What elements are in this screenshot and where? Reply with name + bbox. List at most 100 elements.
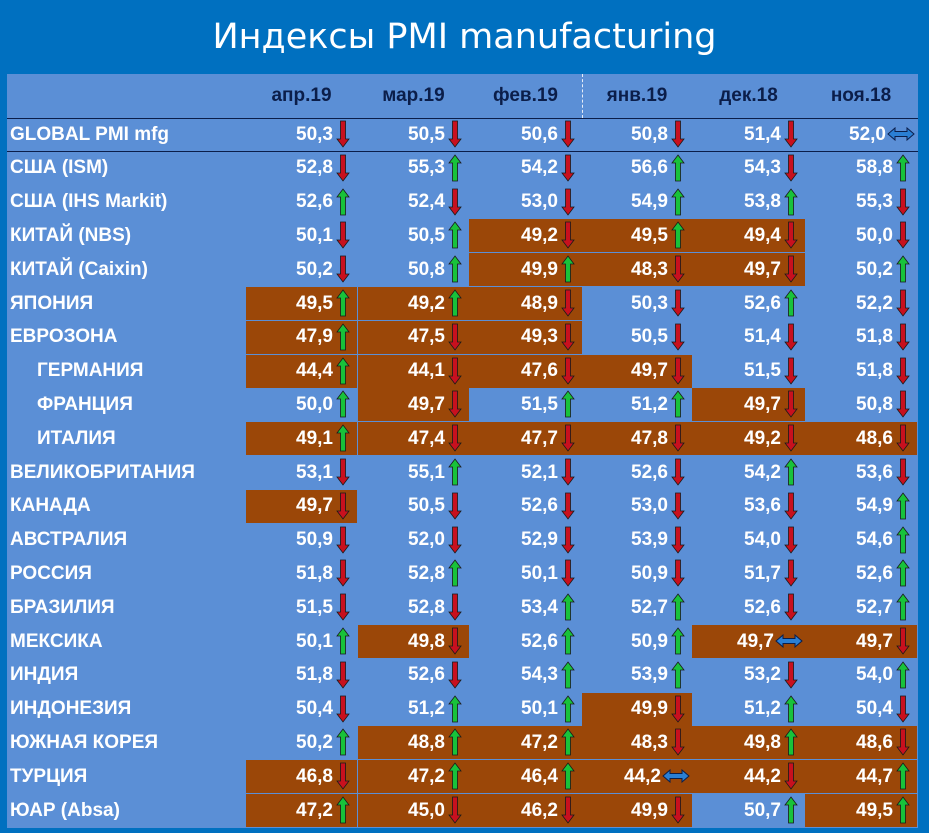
pmi-cell: 49,2 [358, 287, 469, 320]
pmi-value: 52,8 [408, 596, 445, 618]
pmi-value: 49,2 [744, 427, 781, 449]
pmi-value: 53,4 [521, 596, 558, 618]
down-arrow-icon [448, 323, 462, 351]
pmi-cell: 50,2 [246, 253, 357, 286]
down-arrow-icon [671, 458, 685, 486]
pmi-value: 51,5 [296, 596, 333, 618]
pmi-cell: 50,1 [246, 625, 357, 658]
pmi-value: 47,8 [631, 427, 668, 449]
header-divider [582, 74, 583, 118]
row-label: КАНАДА [10, 495, 91, 517]
chart-title: Индексы PMI manufacturing [212, 17, 717, 57]
down-arrow-icon [336, 492, 350, 520]
pmi-value: 51,4 [744, 123, 781, 145]
pmi-value: 50,8 [856, 393, 893, 415]
pmi-value: 55,1 [408, 461, 445, 483]
pmi-cell: 51,8 [246, 557, 357, 590]
row-label: ЮЖНАЯ КОРЕЯ [10, 731, 159, 753]
pmi-cell: 53,6 [805, 456, 917, 489]
down-arrow-icon [561, 492, 575, 520]
down-arrow-icon [784, 424, 798, 452]
up-arrow-icon [448, 289, 462, 317]
pmi-value: 46,2 [521, 799, 558, 821]
pmi-cell: 55,1 [358, 456, 469, 489]
down-arrow-icon [561, 154, 575, 182]
pmi-value: 53,2 [744, 664, 781, 686]
pmi-cell: 53,4 [469, 591, 582, 624]
pmi-cell: 51,4 [692, 321, 805, 354]
pmi-value: 54,0 [856, 664, 893, 686]
pmi-cell: 51,8 [805, 355, 917, 388]
pmi-cell: 52,2 [805, 287, 917, 320]
down-arrow-icon [784, 323, 798, 351]
pmi-value: 51,2 [744, 698, 781, 720]
pmi-value: 52,6 [521, 495, 558, 517]
up-arrow-icon [336, 187, 350, 215]
up-arrow-icon [448, 154, 462, 182]
pmi-cell: 50,9 [582, 625, 692, 658]
pmi-cell: 49,8 [692, 726, 805, 760]
down-arrow-icon [784, 559, 798, 588]
pmi-cell: 54,3 [692, 152, 805, 185]
pmi-cell: 55,3 [805, 186, 917, 219]
pmi-cell: 51,2 [582, 388, 692, 421]
pmi-cell: 49,8 [358, 625, 469, 658]
pmi-value: 54,2 [521, 157, 558, 179]
down-arrow-icon [336, 526, 350, 554]
pmi-value: 52,6 [296, 191, 333, 213]
down-arrow-icon [671, 796, 685, 824]
pmi-cell: 50,8 [805, 388, 917, 421]
pmi-cell: 44,1 [358, 354, 469, 388]
flat-arrow-icon [775, 634, 803, 648]
pmi-value: 49,7 [408, 393, 445, 415]
pmi-cell: 52,1 [469, 456, 582, 489]
pmi-value: 50,5 [408, 495, 445, 517]
pmi-value: 50,1 [521, 698, 558, 720]
pmi-cell: 52,6 [469, 490, 582, 523]
down-arrow-icon [448, 661, 462, 689]
pmi-cell: 47,2 [469, 726, 582, 760]
up-arrow-icon [448, 221, 462, 249]
pmi-cell: 51,4 [692, 118, 805, 151]
pmi-cell: 52,6 [246, 186, 357, 219]
pmi-value: 51,7 [744, 562, 781, 584]
up-arrow-icon [671, 661, 685, 689]
row-label: ИНДИЯ [10, 664, 79, 686]
row-separator [7, 151, 918, 152]
pmi-value: 49,2 [521, 224, 558, 246]
pmi-value: 50,5 [631, 326, 668, 348]
pmi-cell: 49,1 [246, 422, 357, 456]
pmi-value: 49,9 [521, 258, 558, 280]
pmi-cell: 54,3 [469, 659, 582, 692]
pmi-value: 50,0 [856, 224, 893, 246]
pmi-value: 50,1 [296, 630, 333, 652]
up-arrow-icon [896, 154, 910, 182]
down-arrow-icon [896, 695, 910, 723]
column-header: ноя.18 [830, 85, 892, 106]
down-arrow-icon [671, 357, 685, 385]
pmi-cell: 49,7 [805, 625, 917, 658]
pmi-value: 49,7 [856, 630, 893, 652]
pmi-value: 49,4 [744, 224, 781, 246]
down-arrow-icon [336, 255, 350, 283]
pmi-cell: 52,7 [805, 591, 917, 624]
pmi-value: 53,0 [631, 495, 668, 517]
pmi-value: 52,0 [408, 529, 445, 551]
pmi-cell: 53,6 [692, 490, 805, 523]
pmi-cell: 51,8 [246, 659, 357, 692]
up-arrow-icon [336, 323, 350, 351]
pmi-value: 50,0 [296, 393, 333, 415]
down-arrow-icon [784, 357, 798, 385]
pmi-value: 47,4 [408, 427, 445, 449]
pmi-value: 47,2 [521, 731, 558, 753]
up-arrow-icon [561, 627, 575, 655]
down-arrow-icon [561, 796, 575, 824]
pmi-cell: 48,9 [469, 287, 582, 320]
pmi-cell: 54,9 [582, 186, 692, 219]
pmi-value: 52,9 [521, 529, 558, 551]
pmi-cell: 49,7 [582, 354, 692, 388]
down-arrow-icon [561, 526, 575, 554]
up-arrow-icon [448, 458, 462, 486]
pmi-cell: 44,2 [582, 760, 692, 794]
pmi-value: 50,3 [631, 292, 668, 314]
